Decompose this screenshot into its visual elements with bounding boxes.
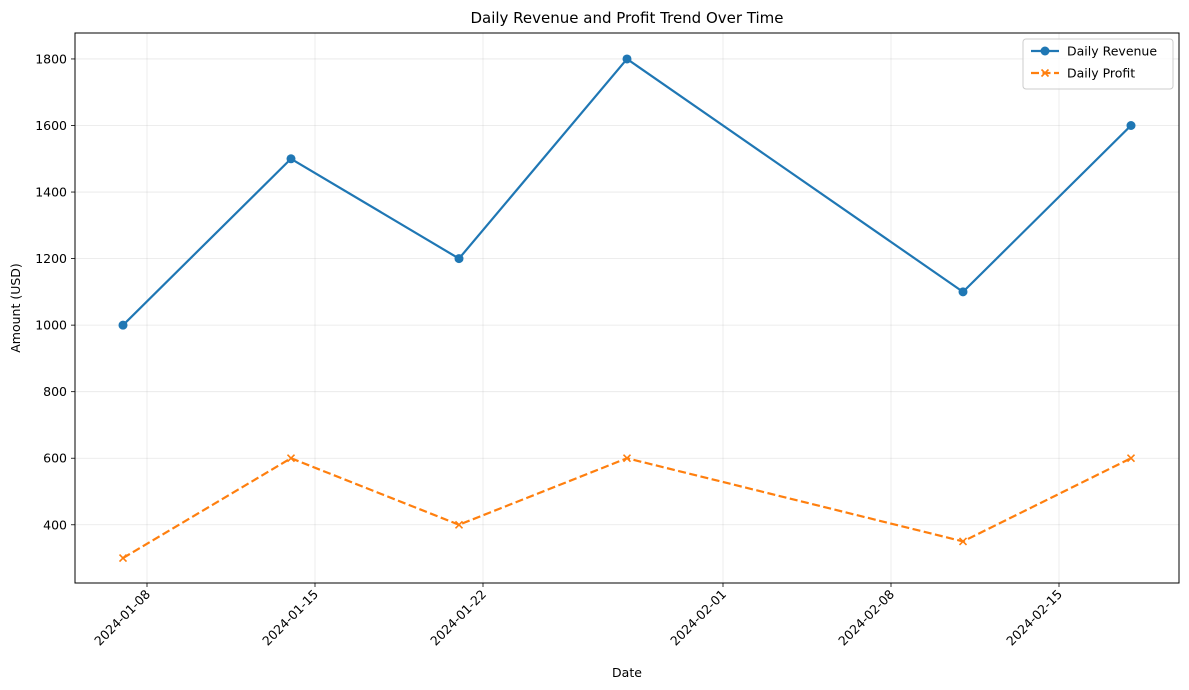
data-point [958, 537, 968, 546]
plot-area-border [74, 32, 1180, 584]
data-point [286, 454, 296, 463]
data-point [454, 254, 464, 264]
y-axis-label: Amount (USD) [8, 263, 23, 353]
y-axis-ticks: 400 600 800 1000 1200 1400 1600 1800 [35, 51, 75, 532]
legend-label: Daily Revenue [1067, 44, 1157, 59]
y-tick-label: 600 [43, 451, 67, 466]
y-tick-label: 400 [43, 517, 67, 532]
y-tick-label: 1200 [35, 251, 67, 266]
y-tick-label: 1800 [35, 51, 67, 66]
data-point [286, 154, 296, 164]
data-point [958, 287, 968, 297]
series-line [122, 57, 1132, 326]
legend-label: Daily Profit [1067, 66, 1135, 81]
data-point [1126, 454, 1136, 463]
legend-marker [1040, 68, 1050, 78]
y-tick-label: 1400 [35, 185, 67, 200]
legend-entry: Daily Revenue [1031, 44, 1157, 59]
data-point [118, 320, 128, 330]
series-line [122, 457, 1132, 559]
y-tick-label: 800 [43, 384, 67, 399]
chart-title: Daily Revenue and Profit Trend Over Time [470, 9, 783, 27]
series-layer [118, 54, 1136, 563]
x-axis-label: Date [612, 665, 642, 680]
data-point [118, 553, 128, 563]
data-point [622, 454, 632, 463]
legend-box [1022, 38, 1174, 90]
data-point [1126, 120, 1136, 130]
y-tick-label: 1600 [35, 118, 67, 133]
series-profit [118, 454, 1136, 563]
legend-entry: Daily Profit [1031, 66, 1135, 81]
data-point [454, 520, 464, 529]
data-point [622, 54, 632, 64]
legend: Daily Revenue Daily Profit [1022, 38, 1174, 90]
y-tick-label: 1000 [35, 318, 67, 333]
legend-marker [1040, 46, 1050, 56]
series-revenue [118, 54, 1136, 330]
